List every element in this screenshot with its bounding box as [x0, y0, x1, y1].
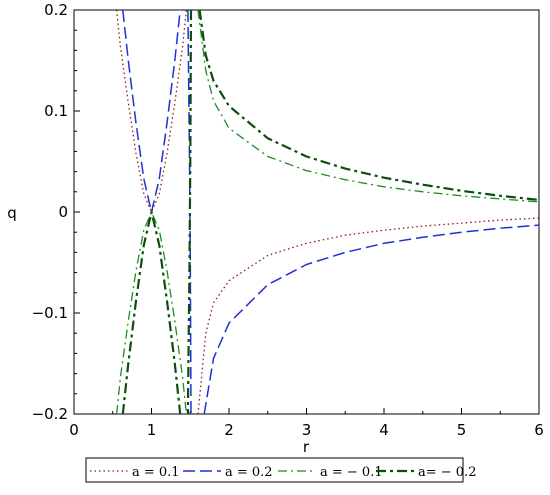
- series-line-2: [203, 224, 539, 414]
- legend-label-4: a= − 0.2: [418, 465, 476, 480]
- series-line-1: [115, 10, 188, 213]
- legend-label-2: a = 0.2: [225, 465, 273, 480]
- series-line-4: [121, 210, 182, 414]
- series-line-4: [198, 10, 539, 201]
- x-tick-label: 5: [457, 421, 467, 439]
- axis-ticks: 0 1 2 3 4 5 6 0.2 0.1 0 −0.1 −0.2: [32, 1, 544, 439]
- y-tick-label: −0.2: [32, 405, 68, 423]
- series-line-3: [197, 10, 539, 203]
- x-tick-label: 3: [302, 421, 312, 439]
- y-tick-label: 0.1: [44, 102, 68, 120]
- x-tick-label: 1: [147, 421, 157, 439]
- x-tick-label: 4: [379, 421, 389, 439]
- y-axis-label: q: [7, 204, 17, 222]
- series-line-2: [187, 10, 192, 414]
- x-tick-label: 0: [69, 421, 79, 439]
- y-tick-label: 0: [58, 203, 68, 221]
- legend-label-3: a = − 0.1: [320, 465, 383, 480]
- y-tick-label: 0.2: [44, 1, 68, 19]
- series-line-2: [122, 10, 181, 213]
- y-tick-label: −0.1: [32, 304, 68, 322]
- x-axis-label: r: [303, 438, 310, 456]
- series-line-3: [115, 211, 188, 414]
- series-layer: [115, 10, 539, 414]
- plot-area-frame: [73, 9, 540, 415]
- x-tick-label: 6: [534, 421, 544, 439]
- legend-label-1: a = 0.1: [132, 465, 180, 480]
- x-tick-label: 2: [224, 421, 234, 439]
- legend: a = 0.1 a = 0.2 a = − 0.1 a= − 0.2: [85, 457, 476, 483]
